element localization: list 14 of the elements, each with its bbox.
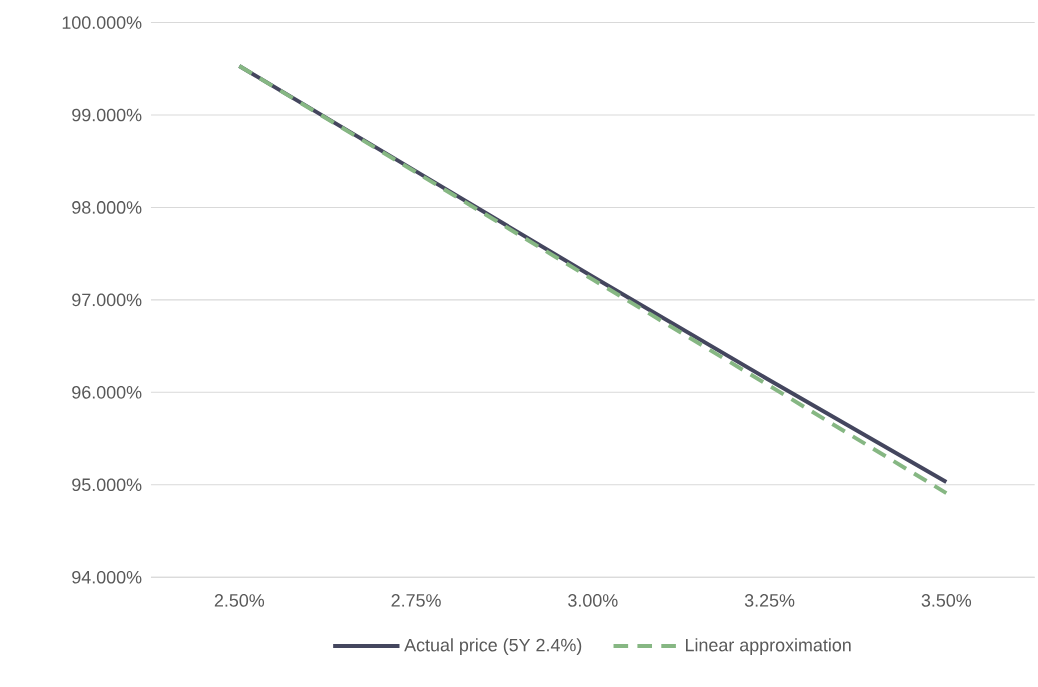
- y-tick-label: 94.000%: [72, 571, 142, 584]
- y-tick-label: 100.000%: [62, 16, 142, 30]
- x-tick-label: 3.50%: [921, 594, 972, 607]
- y-tick-label: 99.000%: [72, 108, 142, 122]
- x-tick-label: 3.25%: [744, 594, 795, 607]
- x-tick-label: 2.75%: [391, 594, 441, 607]
- legend-label: Actual price (5Y 2.4%): [404, 638, 582, 656]
- y-tick-label: 97.000%: [72, 293, 142, 307]
- x-tick-label: 3.00%: [568, 594, 618, 607]
- y-tick-label: 95.000%: [72, 478, 142, 492]
- y-tick-label: 98.000%: [72, 201, 142, 214]
- y-tick-label: 96.000%: [72, 386, 142, 399]
- x-tick-label: 2.50%: [214, 594, 265, 607]
- legend-label: Linear approximation: [686, 638, 851, 656]
